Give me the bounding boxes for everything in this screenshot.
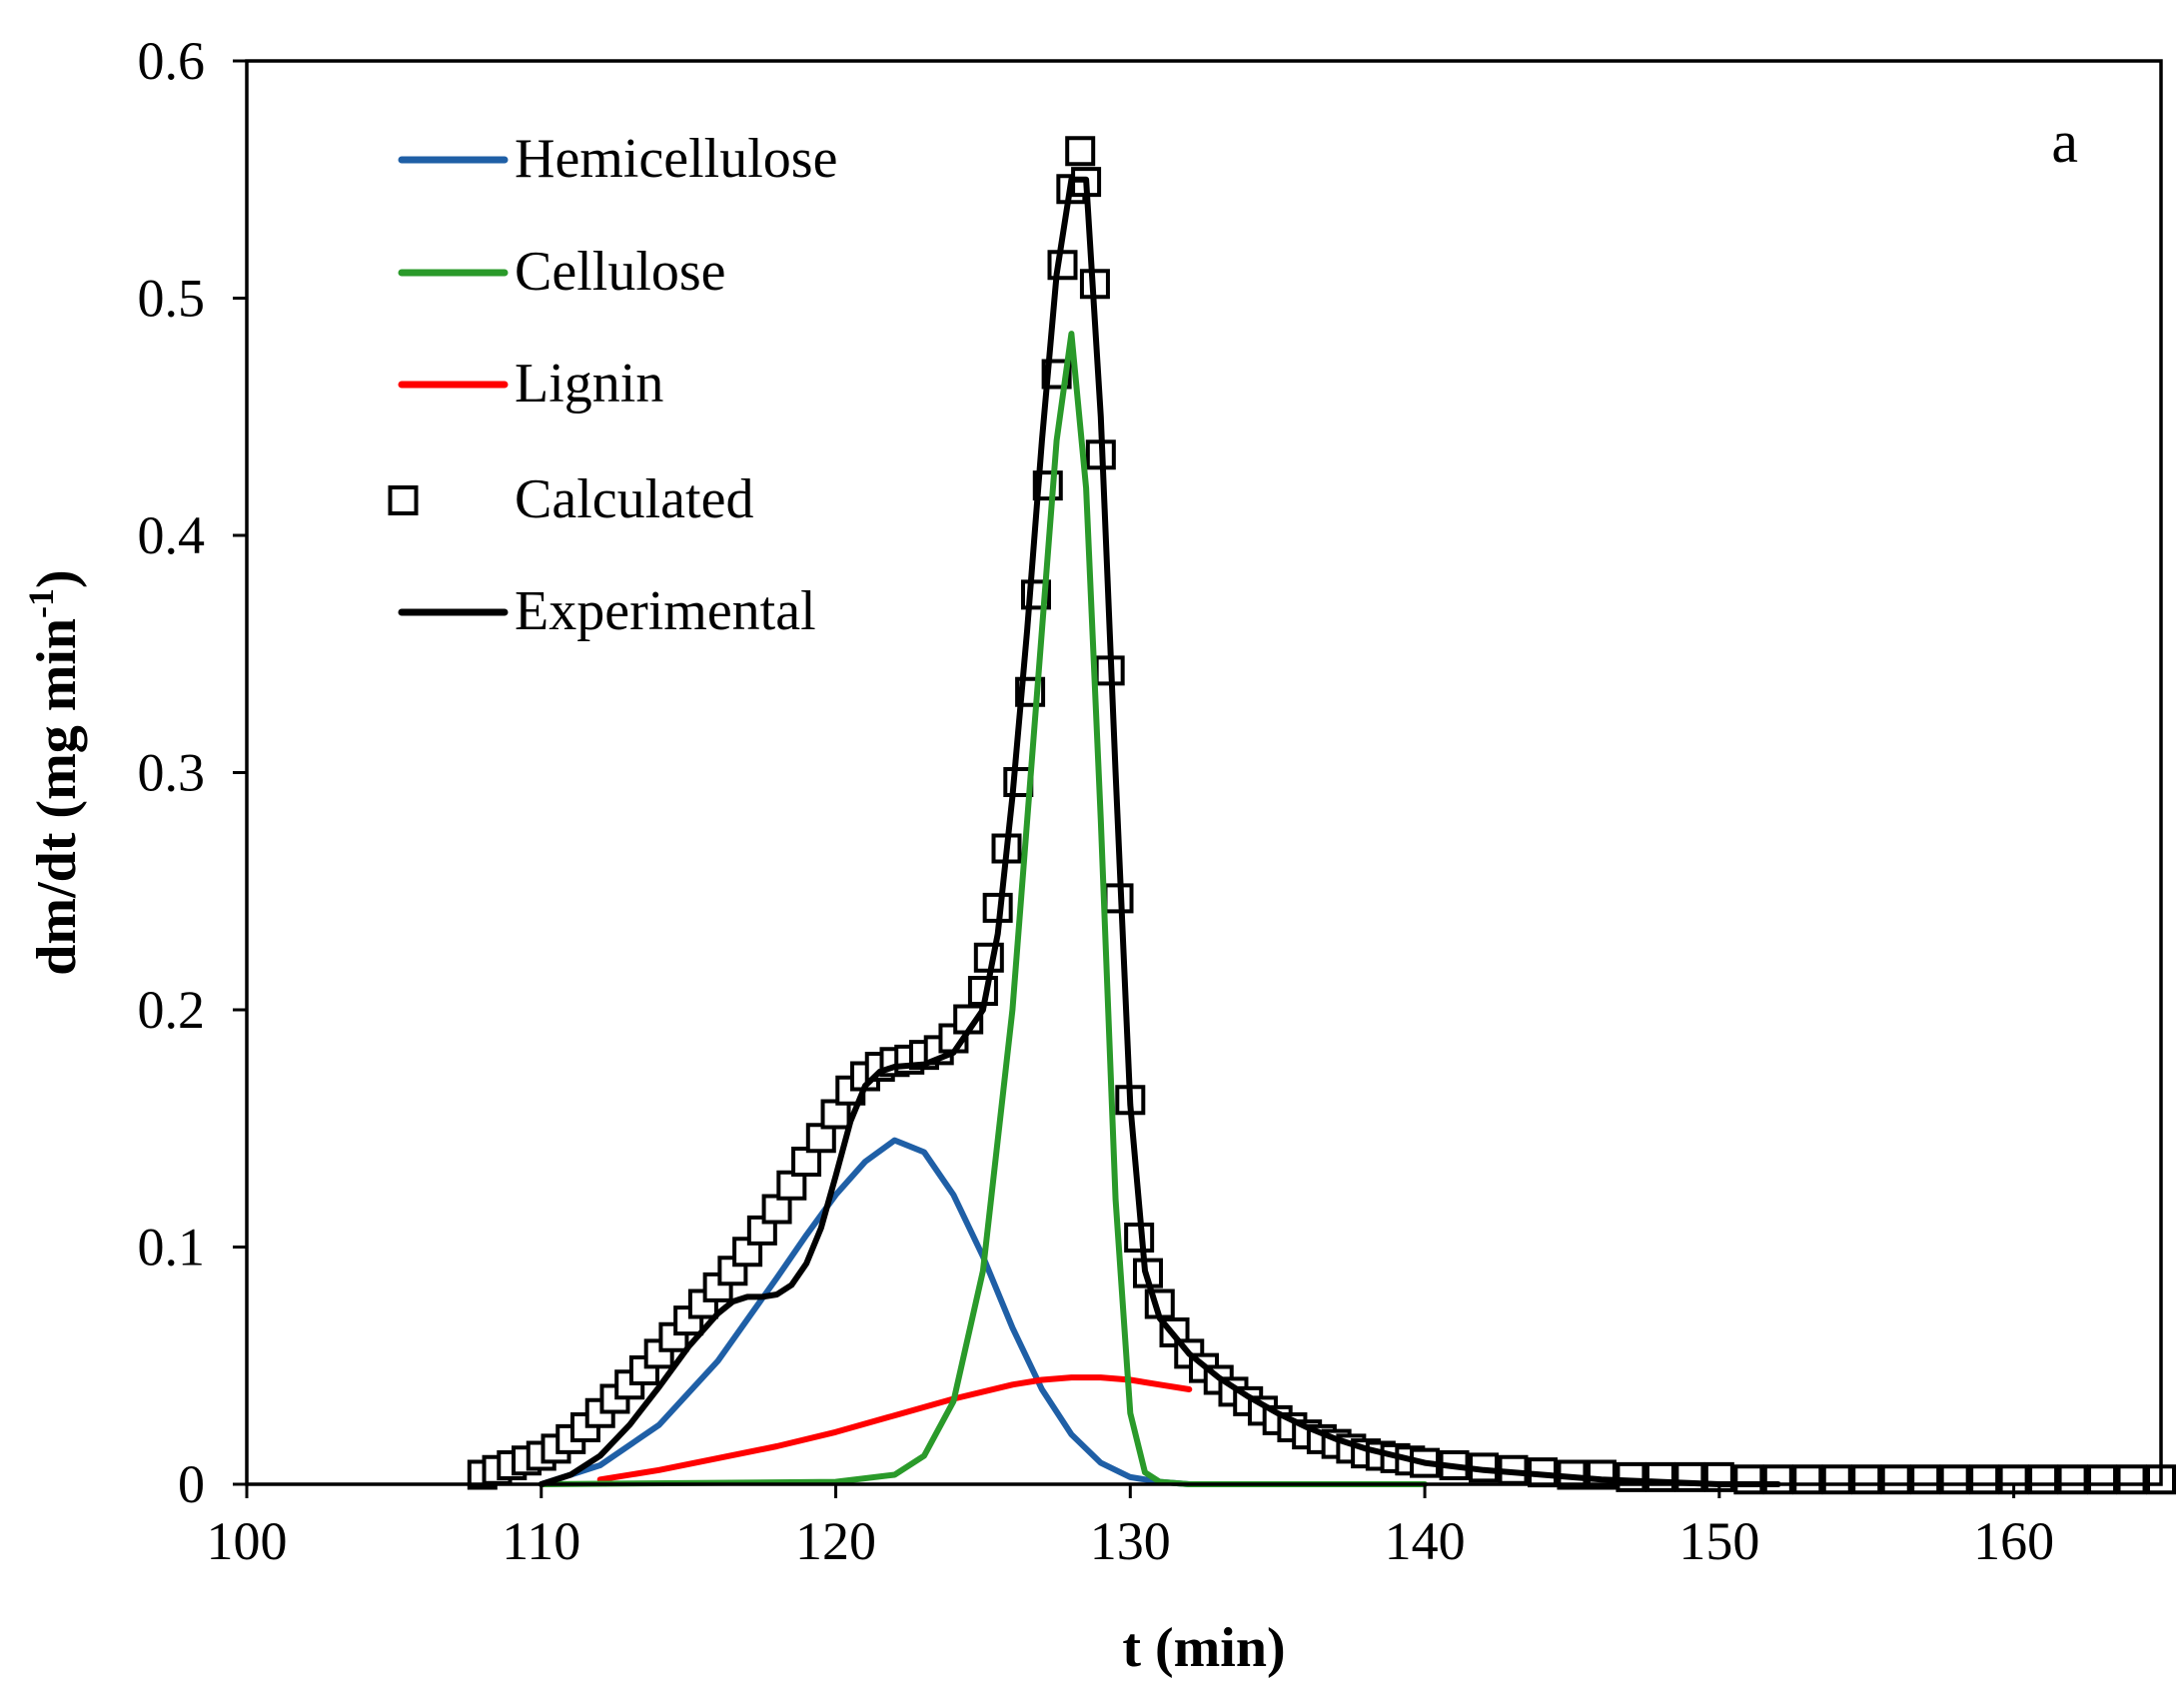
series-line-experimental (538, 176, 1781, 1487)
calculated-point (1821, 1464, 1852, 1495)
calculated-point (1910, 1464, 1941, 1495)
y-tick-label: 0.3 (138, 743, 206, 803)
calculated-point (1939, 1464, 1970, 1495)
calculated-point (2116, 1464, 2147, 1495)
legend-marker-calculated (388, 485, 419, 515)
y-axis-title: dm/dt (mg min-1) (21, 569, 88, 975)
legend-label-experimental: Experimental (515, 580, 816, 642)
calculated-point (1644, 1461, 1675, 1492)
x-tick-label: 150 (1678, 1511, 1759, 1571)
calculated-point (2028, 1464, 2059, 1495)
y-tick-label: 0.2 (138, 980, 206, 1040)
calculated-point (2087, 1464, 2118, 1495)
y-axis-title-main: dm/dt (mg min (26, 618, 88, 976)
y-axis-title-superscript: -1 (21, 588, 61, 618)
legend-label-lignin: Lignin (515, 353, 663, 415)
panel-label: a (2051, 109, 2078, 175)
y-tick-label: 0.1 (138, 1218, 206, 1277)
y-tick-label: 0 (178, 1454, 205, 1514)
calculated-point (1616, 1461, 1646, 1492)
calculated-point (1144, 1288, 1175, 1319)
legend-label-hemicellulose: Hemicellulose (515, 128, 837, 190)
x-tick-label: 140 (1385, 1511, 1466, 1571)
legend: Hemicellulose Cellulose Lignin Calculated Ex… (388, 128, 837, 642)
series-line-hemicellulose (538, 1137, 1193, 1487)
x-axis-title: t (min) (1122, 1617, 1285, 1679)
legend-label-cellulose: Cellulose (515, 241, 726, 303)
y-tick-label: 0.6 (138, 31, 206, 91)
calculated-point (1065, 136, 1096, 167)
x-tick-label: 160 (1973, 1511, 2054, 1571)
y-axis-title-close: ) (26, 569, 88, 588)
x-tick-label: 130 (1090, 1511, 1171, 1571)
calculated-point (1733, 1464, 1764, 1495)
calculated-point (1792, 1464, 1823, 1495)
y-axis-ticks: 0 0.1 0.2 0.3 0.4 0.5 0.6 (138, 31, 247, 1514)
calculated-point (1762, 1464, 1793, 1495)
x-tick-label: 110 (502, 1511, 580, 1571)
x-axis-ticks: 100 110 120 130 140 150 160 (207, 1484, 2054, 1571)
calculated-point (1969, 1464, 2000, 1495)
legend-label-calculated: Calculated (515, 468, 753, 530)
x-tick-label: 120 (795, 1511, 876, 1571)
series-line-cellulose (538, 331, 1429, 1487)
calculated-point (1880, 1464, 1911, 1495)
calculated-point (1851, 1464, 1882, 1495)
calculated-point (2057, 1464, 2088, 1495)
y-tick-label: 0.5 (138, 269, 206, 329)
x-tick-label: 100 (207, 1511, 288, 1571)
plot-series (467, 136, 2176, 1495)
y-tick-label: 0.4 (138, 505, 206, 565)
